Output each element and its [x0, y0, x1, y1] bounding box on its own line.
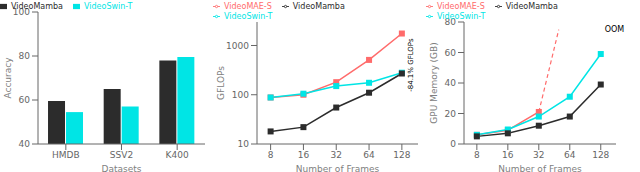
svg-text:0: 0 [450, 139, 456, 149]
svg-text:16: 16 [502, 150, 514, 160]
svg-text:10: 10 [238, 139, 250, 149]
svg-text:100: 100 [13, 7, 30, 17]
svg-text:8: 8 [474, 150, 480, 160]
svg-text:20: 20 [445, 109, 457, 119]
svg-text:32: 32 [533, 150, 544, 160]
svg-text:Number of Frames: Number of Frames [498, 164, 582, 172]
svg-text:SSV2: SSV2 [110, 150, 133, 160]
svg-text:60: 60 [19, 95, 31, 105]
svg-text:64: 64 [363, 150, 375, 160]
svg-text:60: 60 [445, 48, 457, 58]
svg-text:128: 128 [592, 150, 609, 160]
svg-text:K400: K400 [166, 150, 189, 160]
svg-text:40: 40 [19, 139, 31, 149]
svg-text:Datasets: Datasets [102, 164, 142, 172]
svg-text:16: 16 [298, 150, 310, 160]
svg-text:64: 64 [564, 150, 576, 160]
svg-text:GFLOPs: GFLOPs [216, 66, 226, 100]
svg-text:128: 128 [393, 150, 410, 160]
svg-text:80: 80 [19, 51, 31, 61]
svg-text:OOM: OOM [605, 25, 625, 34]
svg-text:1000: 1000 [226, 41, 249, 51]
svg-text:-84.1% GFLOPs: -84.1% GFLOPs [407, 38, 415, 92]
svg-text:80: 80 [445, 17, 457, 27]
svg-text:40: 40 [445, 78, 457, 88]
svg-text:32: 32 [331, 150, 342, 160]
svg-text:100: 100 [232, 90, 249, 100]
svg-text:Accuracy: Accuracy [8, 57, 13, 99]
svg-text:GPU Memory (GB): GPU Memory (GB) [429, 42, 439, 123]
svg-text:HMDB: HMDB [52, 150, 80, 160]
svg-text:8: 8 [268, 150, 274, 160]
svg-text:Number of Frames: Number of Frames [296, 164, 380, 172]
